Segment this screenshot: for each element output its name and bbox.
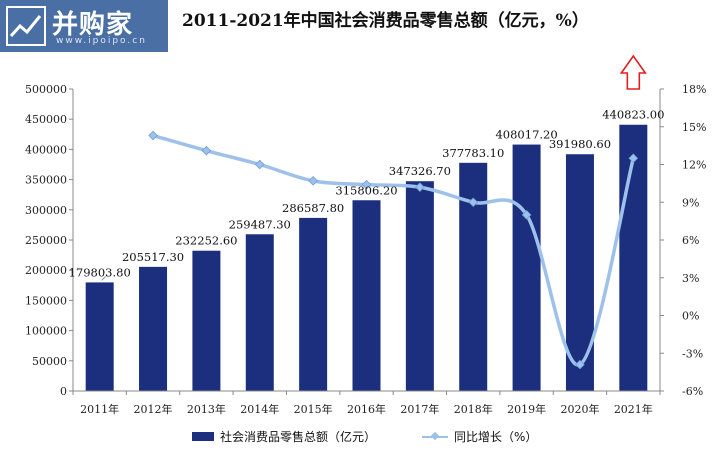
bar-2019年 — [512, 144, 541, 391]
brand-name: 并购家 — [52, 10, 134, 40]
bar-value-label: 259487.30 — [229, 217, 291, 231]
bar-value-label: 440823.00 — [602, 108, 664, 122]
legend-item-retail-total: 社会消费品零售总额（亿元） — [192, 428, 376, 445]
brand-logo: 并购家 www.ipoipo.cn — [0, 0, 168, 52]
bar-2014年 — [245, 234, 274, 391]
bar-value-label: 205517.30 — [122, 250, 184, 264]
growth-point-2014年 — [254, 159, 265, 170]
growth-point-2015年 — [308, 176, 318, 186]
label-leader-line — [101, 276, 107, 281]
bar-2013年 — [192, 250, 221, 391]
legend-item-yoy-growth: 同比增长（%） — [422, 428, 537, 445]
y-right-tick-label: 6% — [682, 234, 699, 247]
bar-2018年 — [459, 162, 488, 391]
y-right-tick-label: 9% — [682, 196, 699, 209]
bar-2016年 — [352, 200, 381, 391]
y-right-tick-label: 12% — [682, 159, 706, 172]
chart-title: 2011-2021年中国社会消费品零售总额（亿元，%） — [182, 11, 589, 31]
x-tick-label: 2019年 — [507, 402, 546, 416]
y-right-tick-label: -6% — [682, 385, 703, 398]
x-tick-label: 2011年 — [80, 402, 119, 416]
y-left-tick-label: 350000 — [25, 174, 67, 187]
bar-2017年 — [405, 181, 434, 391]
x-tick-label: 2016年 — [347, 402, 386, 416]
chart-logo-icon — [6, 6, 46, 46]
y-left-tick-label: 50000 — [32, 355, 67, 368]
chart-canvas: 0 50000 100000 150000 200000 250000 300000 3500… — [25, 54, 706, 416]
x-tick-label: 2012年 — [134, 402, 173, 416]
bar-2015年 — [299, 217, 328, 391]
y-left-tick-label: 0 — [60, 385, 67, 398]
y-left-tick-label: 500000 — [25, 83, 67, 96]
y-right-tick-label: 15% — [682, 121, 706, 134]
bar-value-label: 391980.60 — [549, 137, 611, 151]
y-left-tick-label: 200000 — [25, 264, 67, 277]
growth-point-2012年 — [148, 130, 158, 141]
up-arrow-icon — [619, 54, 647, 90]
chart-legend: 社会消费品零售总额（亿元） 同比增长（%） — [0, 428, 721, 450]
growth-point-2018年 — [468, 197, 479, 208]
y-left-tick-label: 250000 — [25, 234, 67, 247]
x-tick-label: 2020年 — [560, 402, 599, 416]
legend-line-swatch — [422, 432, 448, 442]
y-right-tick-label: 3% — [682, 272, 699, 285]
x-tick-label: 2015年 — [294, 402, 333, 416]
growth-point-2021年 — [628, 153, 639, 164]
growth-point-2019年 — [521, 210, 532, 220]
y-left-tick-label: 300000 — [25, 204, 67, 217]
x-tick-label: 2018年 — [454, 402, 493, 416]
bar-value-label: 408017.20 — [495, 128, 557, 142]
x-tick-label: 2017年 — [400, 402, 439, 416]
x-tick-label: 2021年 — [614, 402, 653, 416]
x-tick-label: 2013年 — [187, 402, 226, 416]
y-right-tick-label: 0% — [682, 310, 699, 323]
bar-2021年 — [619, 124, 648, 391]
legend-label-retail-total: 社会消费品零售总额（亿元） — [220, 430, 377, 444]
legend-label-yoy-growth: 同比增长（%） — [454, 430, 538, 444]
bar-2011年 — [85, 282, 114, 391]
bar-value-label: 347326.70 — [389, 164, 451, 178]
y-left-tick-label: 450000 — [25, 113, 67, 126]
growth-point-2016年 — [361, 179, 372, 190]
legend-bar-swatch — [192, 432, 214, 441]
growth-point-2017年 — [415, 182, 425, 192]
y-left-tick-label: 150000 — [25, 294, 67, 307]
x-tick-label: 2014年 — [240, 402, 279, 416]
growth-point-2013年 — [201, 145, 212, 156]
y-right-tick-label: 18% — [682, 83, 706, 96]
bar-value-label: 232252.60 — [175, 234, 237, 248]
growth-point-2020年 — [575, 359, 585, 370]
bar-value-label: 286587.80 — [282, 201, 344, 215]
bar-value-label: 377783.10 — [442, 146, 504, 160]
bar-value-label: 179803.80 — [69, 265, 131, 279]
brand-url: www.ipoipo.cn — [56, 36, 147, 46]
bar-value-label: 315806.20 — [335, 183, 397, 197]
y-left-tick-label: 100000 — [25, 325, 67, 338]
y-right-tick-label: -3% — [682, 347, 703, 360]
bar-2012年 — [139, 266, 168, 391]
y-left-tick-label: 400000 — [25, 143, 67, 156]
